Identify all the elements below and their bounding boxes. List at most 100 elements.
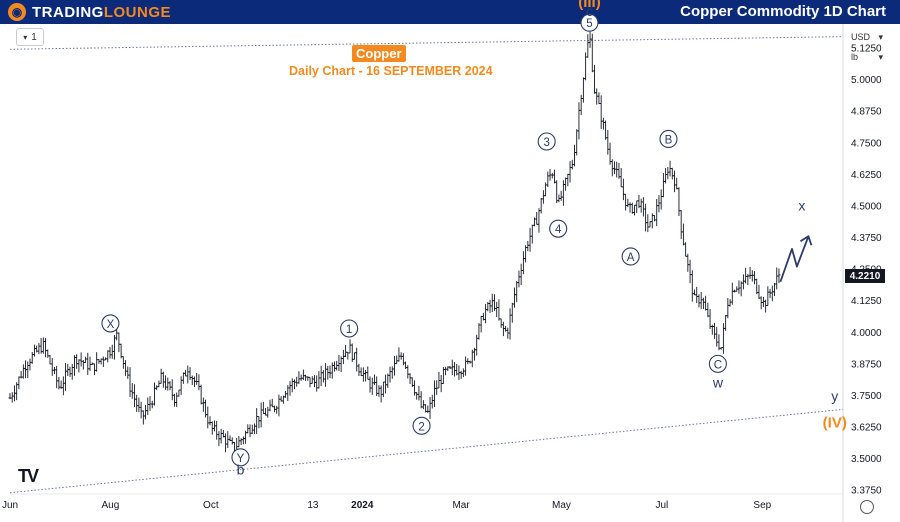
ohlc-bar [321,370,325,383]
ohlc-bar [670,167,674,180]
interval-selector[interactable]: ▾ 1 [16,28,44,46]
ohlc-bar [130,383,134,399]
channel-lower-line [9,408,844,494]
projection-arrow [779,235,813,283]
ohlc-bar [292,379,296,390]
ohlc-bar [550,172,554,179]
chart-grid [10,24,844,522]
wave-label-circle [101,314,120,333]
ohlc-bar [148,396,152,411]
time-axis: Jun Aug Oct 13 2024 Mar May Jul Sep [2,500,772,511]
ohlc-bar [170,379,174,401]
ohlc-bar [259,402,263,428]
ohlc-bar [704,295,708,311]
ohlc-bar [215,420,219,440]
ohlc-bar [655,199,659,227]
ohlc-bar [208,416,212,426]
currency-selector[interactable]: USD ▾ [849,30,885,44]
header-bar: ◉ TRADINGLOUNGE Copper Commodity 1D Char… [0,0,900,24]
ohlc-bar [319,365,323,387]
wave-label: C [714,359,722,371]
logo-icon: ◉ [8,3,26,21]
wave-label: X [107,319,115,331]
ohlc-bar [108,346,112,359]
ohlc-bar [308,376,312,388]
ohlc-bar [646,214,650,233]
ohlc-bar [713,322,717,339]
ohlc-bar [284,390,288,398]
ohlc-bar [206,406,210,429]
ohlc-bar [504,325,508,332]
price-tick-label: 4.7500 [851,138,882,149]
ohlc-bar [686,253,690,272]
ohlc-bar [590,33,594,73]
ohlc-bar [728,299,732,307]
ohlc-bar [484,303,488,324]
ohlc-bar [61,376,65,396]
ohlc-bar [430,394,434,409]
ohlc-bar [64,362,68,391]
ohlc-bar [515,281,519,303]
currency-label: USD [851,32,871,42]
unit-selector[interactable]: lb ▾ [849,50,885,64]
wave-label: 5 [586,18,592,30]
ohlc-bar [777,268,781,284]
ohlc-bar [266,406,270,418]
ohlc-bar [95,352,99,372]
ohlc-bar [26,361,30,379]
ohlc-bar [55,365,59,389]
ohlc-bar [766,286,770,306]
ohlc-bar [619,168,623,188]
interval-value: 1 [31,31,37,43]
ohlc-bar [92,363,96,376]
price-tick-label: 4.6250 [851,170,882,181]
ohlc-bar [444,366,448,376]
ohlc-bar [497,299,501,321]
wave-label: 1 [346,324,352,336]
wave-label: b [237,461,245,477]
ohlc-bar [152,382,156,406]
ohlc-bar [690,270,694,302]
wave-label: 3 [543,137,549,149]
ohlc-bar [737,280,741,294]
ohlc-bar [604,120,608,140]
ohlc-bar [490,293,494,313]
price-tick-label: 3.7500 [851,391,882,402]
ohlc-bar [428,397,432,420]
ohlc-bar [175,392,179,407]
ohlc-bar [48,355,52,365]
ohlc-bar [195,373,199,385]
ohlc-bar [315,375,319,392]
ohlc-bar [633,204,637,216]
ohlc-bar [295,376,299,387]
ohlc-bar [357,363,361,377]
ohlc-bar [693,289,697,296]
ohlc-bar [112,334,116,360]
ohlc-bar [408,373,412,384]
ohlc-bar [537,208,541,233]
ohlc-bar [264,408,268,416]
ohlc-bar [237,436,241,448]
ohlc-bar [546,171,550,188]
ohlc-bar [75,354,79,369]
ohlc-bar [50,357,54,376]
ohlc-bar [508,308,512,340]
ohlc-bar [32,344,36,357]
ohlc-bar [172,393,176,407]
ohlc-bar [495,301,499,317]
projection-arrowhead [799,235,813,246]
ohlc-bar [535,212,539,225]
brand-logo[interactable]: ◉ TRADINGLOUNGE [8,2,171,22]
time-tick-label: 2024 [351,500,374,511]
ohlc-bar [372,374,376,385]
time-tick-label: Sep [753,500,771,511]
gear-icon[interactable] [860,500,874,514]
ohlc-bar [297,371,301,384]
price-tick-label: 3.8750 [851,359,882,370]
ohlc-bar [559,190,563,201]
time-tick-label: 13 [307,500,319,511]
ohlc-bar [426,405,430,414]
ohlc-bar [341,349,345,365]
ohlc-bar [597,92,601,105]
